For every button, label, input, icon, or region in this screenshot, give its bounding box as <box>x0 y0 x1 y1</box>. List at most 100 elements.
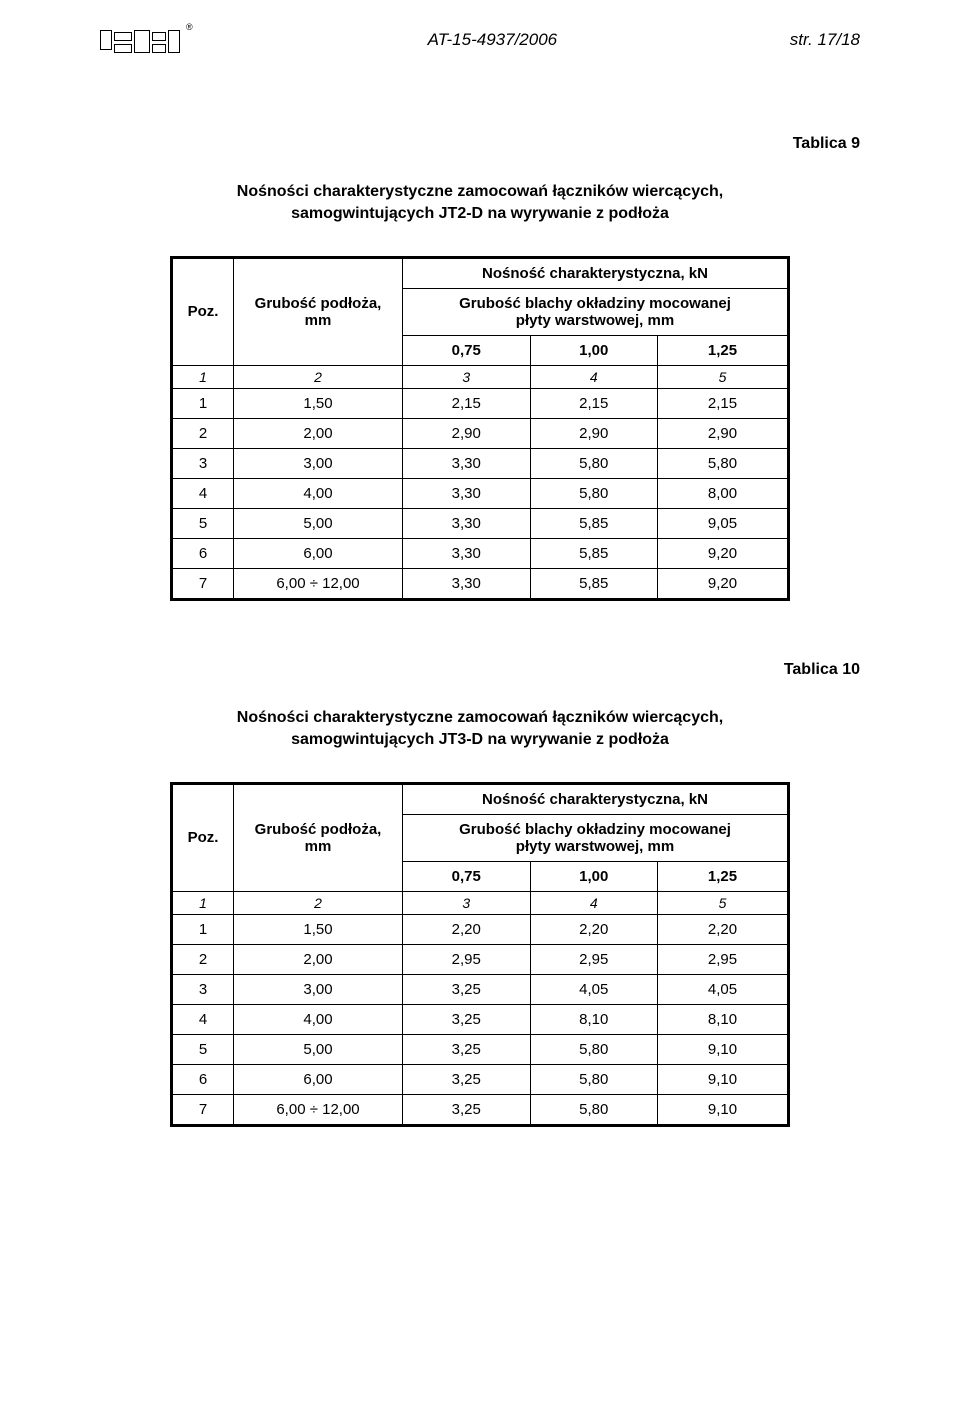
tablica9-title-line1: Nośności charakterystyczne zamocowań łąc… <box>237 183 723 200</box>
t10-h-grub-l2: mm <box>305 838 332 855</box>
cell: 2,90 <box>530 418 658 448</box>
t10-h-sub-l1: Grubość blachy okładziny mocowanej <box>459 821 731 838</box>
tablica9-title: Nośności charakterystyczne zamocowań łąc… <box>100 181 860 226</box>
cell: 2,20 <box>403 914 531 944</box>
table-row: 11,502,202,202,20 <box>172 914 789 944</box>
t10-idx-3: 3 <box>403 891 531 914</box>
cell: 6,00 <box>234 1064 403 1094</box>
cell: 3,30 <box>403 538 531 568</box>
cell: 3 <box>172 448 234 478</box>
t10-h-grub-l1: Grubość podłoża, <box>255 821 382 838</box>
t10-h-grub: Grubość podłoża, mm <box>234 783 403 891</box>
cell: 2,20 <box>530 914 658 944</box>
cell: 2,00 <box>234 944 403 974</box>
cell: 4 <box>172 478 234 508</box>
table-row: 76,00 ÷ 12,003,255,809,10 <box>172 1094 789 1125</box>
t9-h-sub: Grubość blachy okładziny mocowanej płyty… <box>403 288 789 335</box>
t10-idx-1: 1 <box>172 891 234 914</box>
cell: 5,80 <box>530 478 658 508</box>
t10-idx-4: 4 <box>530 891 658 914</box>
cell: 4,05 <box>530 974 658 1004</box>
cell: 3,00 <box>234 974 403 1004</box>
table-row: 76,00 ÷ 12,003,305,859,20 <box>172 568 789 599</box>
table-row: 22,002,952,952,95 <box>172 944 789 974</box>
t10-h-poz: Poz. <box>172 783 234 891</box>
cell: 6,00 <box>234 538 403 568</box>
cell: 3,25 <box>403 974 531 1004</box>
table-row: 66,003,255,809,10 <box>172 1064 789 1094</box>
t10-col-100: 1,00 <box>530 861 658 891</box>
page: ® AT-15-4937/2006 str. 17/18 Tablica 9 N… <box>0 0 960 1420</box>
table-row: 22,002,902,902,90 <box>172 418 789 448</box>
t9-h-sub-l2: płyty warstwowej, mm <box>516 312 674 329</box>
logo: ® <box>100 30 195 65</box>
cell: 2 <box>172 418 234 448</box>
cell: 5,80 <box>530 1094 658 1125</box>
tablica10-title-line2: samogwintujących JT3-D na wyrywanie z po… <box>291 731 669 748</box>
cell: 7 <box>172 1094 234 1125</box>
t9-idx-1: 1 <box>172 365 234 388</box>
cell: 3,25 <box>403 1034 531 1064</box>
cell: 2,15 <box>403 388 531 418</box>
t9-h-grub-l2: mm <box>305 312 332 329</box>
t10-col-125: 1,25 <box>658 861 789 891</box>
t9-col-125: 1,25 <box>658 335 789 365</box>
cell: 3,25 <box>403 1004 531 1034</box>
logo-shapes-icon <box>100 30 195 60</box>
t9-h-grub: Grubość podłoża, mm <box>234 257 403 365</box>
tablica10-title-line1: Nośności charakterystyczne zamocowań łąc… <box>237 709 723 726</box>
document-id: AT-15-4937/2006 <box>195 30 790 50</box>
cell: 1,50 <box>234 914 403 944</box>
cell: 2,90 <box>658 418 789 448</box>
cell: 9,10 <box>658 1094 789 1125</box>
cell: 8,10 <box>658 1004 789 1034</box>
cell: 2,15 <box>658 388 789 418</box>
cell: 5,80 <box>530 448 658 478</box>
tablica10-title: Nośności charakterystyczne zamocowań łąc… <box>100 707 860 752</box>
cell: 4 <box>172 1004 234 1034</box>
tablica9-label: Tablica 9 <box>100 135 860 153</box>
cell: 6 <box>172 538 234 568</box>
t9-h-nos: Nośność charakterystyczna, kN <box>403 257 789 288</box>
cell: 5,00 <box>234 1034 403 1064</box>
cell: 3,25 <box>403 1094 531 1125</box>
cell: 3,25 <box>403 1064 531 1094</box>
t9-idx-3: 3 <box>403 365 531 388</box>
cell: 9,05 <box>658 508 789 538</box>
cell: 5 <box>172 1034 234 1064</box>
t9-col-075: 0,75 <box>403 335 531 365</box>
cell: 2,95 <box>403 944 531 974</box>
table-row: 44,003,258,108,10 <box>172 1004 789 1034</box>
cell: 4,00 <box>234 478 403 508</box>
cell: 9,20 <box>658 538 789 568</box>
cell: 2,95 <box>530 944 658 974</box>
cell: 4,00 <box>234 1004 403 1034</box>
t9-h-sub-l1: Grubość blachy okładziny mocowanej <box>459 295 731 312</box>
t9-col-100: 1,00 <box>530 335 658 365</box>
table-row: 55,003,305,859,05 <box>172 508 789 538</box>
tablica10-table: Poz. Grubość podłoża, mm Nośność charakt… <box>170 782 790 1127</box>
table-row: 55,003,255,809,10 <box>172 1034 789 1064</box>
cell: 5 <box>172 508 234 538</box>
cell: 1,50 <box>234 388 403 418</box>
page-header: ® AT-15-4937/2006 str. 17/18 <box>100 30 860 65</box>
cell: 5,80 <box>658 448 789 478</box>
t10-h-sub-l2: płyty warstwowej, mm <box>516 838 674 855</box>
t10-body: 11,502,202,202,20 22,002,952,952,95 33,0… <box>172 914 789 1125</box>
cell: 2 <box>172 944 234 974</box>
cell: 3 <box>172 974 234 1004</box>
table-row: 44,003,305,808,00 <box>172 478 789 508</box>
cell: 9,10 <box>658 1034 789 1064</box>
cell: 5,85 <box>530 568 658 599</box>
t10-col-075: 0,75 <box>403 861 531 891</box>
registered-mark: ® <box>186 22 193 32</box>
tablica10-label: Tablica 10 <box>100 661 860 679</box>
cell: 2,20 <box>658 914 789 944</box>
t10-h-nos: Nośność charakterystyczna, kN <box>403 783 789 814</box>
cell: 6,00 ÷ 12,00 <box>234 568 403 599</box>
table-row: 33,003,254,054,05 <box>172 974 789 1004</box>
cell: 2,15 <box>530 388 658 418</box>
t9-idx-2: 2 <box>234 365 403 388</box>
table-row: 33,003,305,805,80 <box>172 448 789 478</box>
cell: 2,95 <box>658 944 789 974</box>
